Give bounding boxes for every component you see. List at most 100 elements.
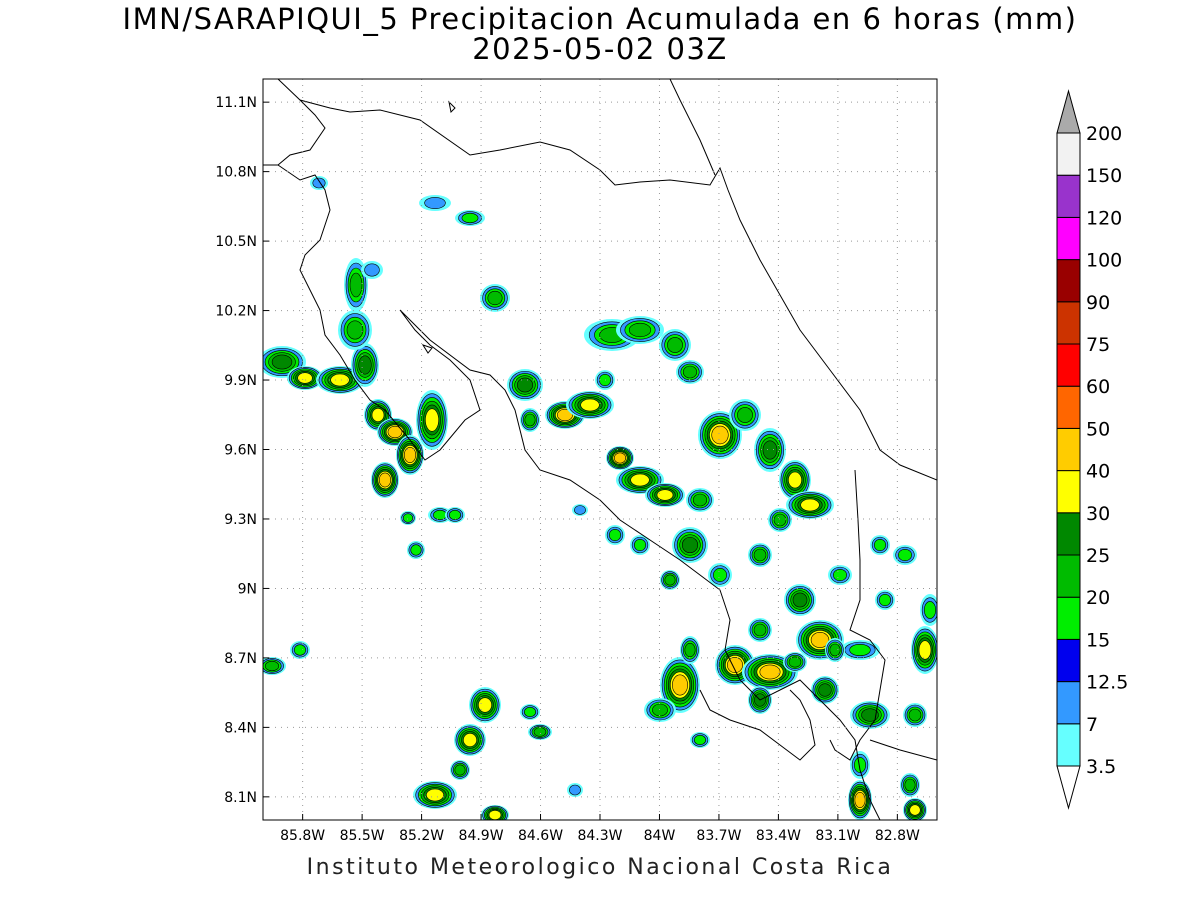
precip-cell: [608, 528, 622, 542]
precip-cell: [829, 643, 841, 657]
precip-cell: [854, 792, 866, 808]
precip-cell: [424, 197, 446, 209]
colorbar-swatch: [1056, 259, 1081, 303]
precip-cell: [753, 623, 767, 637]
precip-cell: [569, 784, 581, 796]
precip-cell: [425, 408, 439, 432]
colorbar-label: 15: [1086, 629, 1110, 651]
precip-cell: [364, 263, 380, 277]
precip-cell: [759, 664, 781, 680]
lat-tick-label: 8.7N: [224, 651, 257, 667]
lon-tick-label: 83.7W: [696, 828, 741, 844]
lon-tick-label: 82.8W: [875, 828, 920, 844]
lon-tick-label: 84.3W: [577, 828, 622, 844]
precip-cell: [923, 601, 937, 619]
precip-cell: [800, 498, 820, 512]
colorbar-label: 3.5: [1086, 756, 1116, 778]
precip-cell: [448, 509, 462, 521]
precip-cell: [478, 697, 492, 713]
precip-cell: [580, 398, 600, 412]
precip-cell: [853, 757, 867, 773]
precip-cell: [410, 544, 422, 556]
lat-tick-label: 9N: [238, 581, 257, 597]
precip-cell: [488, 810, 502, 820]
precip-cell: [898, 548, 912, 562]
footer-credit: Instituto Meteorologico Nacional Costa R…: [306, 855, 894, 880]
precip-cell: [463, 733, 477, 747]
colorbar-upper-extend: [1056, 89, 1081, 134]
precip-cell: [426, 788, 444, 802]
precip-cell: [682, 365, 698, 379]
precip-cell: [810, 632, 830, 648]
lon-tick-label: 83.4W: [756, 828, 801, 844]
map-gridlines: [263, 79, 937, 820]
colorbar-label: 30: [1086, 503, 1110, 525]
precip-cell: [762, 440, 778, 460]
precip-cell: [403, 447, 417, 463]
precip-cell: [387, 425, 403, 439]
precip-cell: [792, 592, 808, 608]
lat-tick-label: 10.5N: [215, 234, 257, 250]
colorbar-swatch: [1056, 301, 1081, 345]
precip-cell: [523, 706, 537, 718]
colorbar-swatch: [1056, 596, 1081, 640]
chart-title: IMN/SARAPIQUI_5 Precipitacion Acumulada …: [122, 2, 1078, 36]
colorbar-label: 75: [1086, 334, 1110, 356]
map-axes: 85.8W 85.5W 85.2W 84.9W 84.6W 84.3W 84W 83.7W 83…: [215, 95, 920, 844]
precip-cell: [684, 642, 696, 658]
colorbar-swatch: [1056, 427, 1081, 472]
precip-cell: [312, 177, 326, 189]
precip-cell: [908, 708, 922, 722]
lon-tick-label: 85.8W: [280, 828, 325, 844]
precip-cell: [574, 505, 586, 515]
precip-cell: [378, 472, 392, 488]
precip-cell: [693, 734, 707, 746]
precip-cell: [818, 683, 832, 697]
colorbar-label: 7: [1086, 714, 1098, 736]
precip-cell: [461, 212, 479, 224]
colorbar-swatch: [1056, 385, 1081, 429]
precip-cell: [516, 377, 534, 393]
colorbar-swatch: [1056, 512, 1081, 556]
colorbar-swatch: [1056, 638, 1081, 683]
precip-cell: [904, 778, 916, 792]
precip-cell: [727, 657, 743, 673]
colorbar-swatch: [1056, 132, 1081, 176]
lat-tick-label: 8.1N: [224, 790, 257, 806]
precip-cell: [672, 674, 688, 696]
lon-tick-label: 83.1W: [815, 828, 860, 844]
precip-cell: [656, 489, 674, 501]
precipitation-field: [263, 176, 937, 820]
precip-cell: [788, 471, 802, 489]
precip-cell: [711, 425, 729, 445]
precip-cell: [454, 764, 466, 776]
precip-cell: [692, 493, 708, 507]
colorbar-swatch: [1056, 723, 1081, 767]
precip-cell: [524, 413, 536, 427]
colorbar-label: 20: [1086, 587, 1110, 609]
lat-tick-label: 11.1N: [215, 95, 257, 111]
precip-cell: [664, 574, 676, 586]
precip-cell: [630, 473, 650, 487]
lon-tick-label: 84W: [644, 828, 676, 844]
precip-cell: [402, 513, 414, 523]
precip-cell: [330, 373, 350, 387]
lon-tick-label: 84.6W: [518, 828, 563, 844]
coastline-borders: [263, 79, 937, 820]
colorbar-swatch: [1056, 470, 1081, 514]
precip-cell: [371, 408, 385, 422]
precip-cell: [878, 593, 892, 607]
colorbar-swatch: [1056, 216, 1081, 261]
lat-tick-label: 10.2N: [215, 304, 257, 320]
colorbar-swatch: [1056, 174, 1081, 218]
precip-cell: [487, 290, 503, 306]
precip-cell: [293, 644, 307, 656]
precip-cell: [264, 660, 280, 672]
precip-cell: [628, 322, 652, 338]
precip-cell: [773, 513, 787, 527]
lon-tick-label: 84.9W: [459, 828, 504, 844]
precip-cell: [297, 372, 313, 384]
precip-cell: [788, 656, 802, 668]
precip-cell: [667, 337, 683, 353]
precip-cell: [271, 354, 293, 370]
